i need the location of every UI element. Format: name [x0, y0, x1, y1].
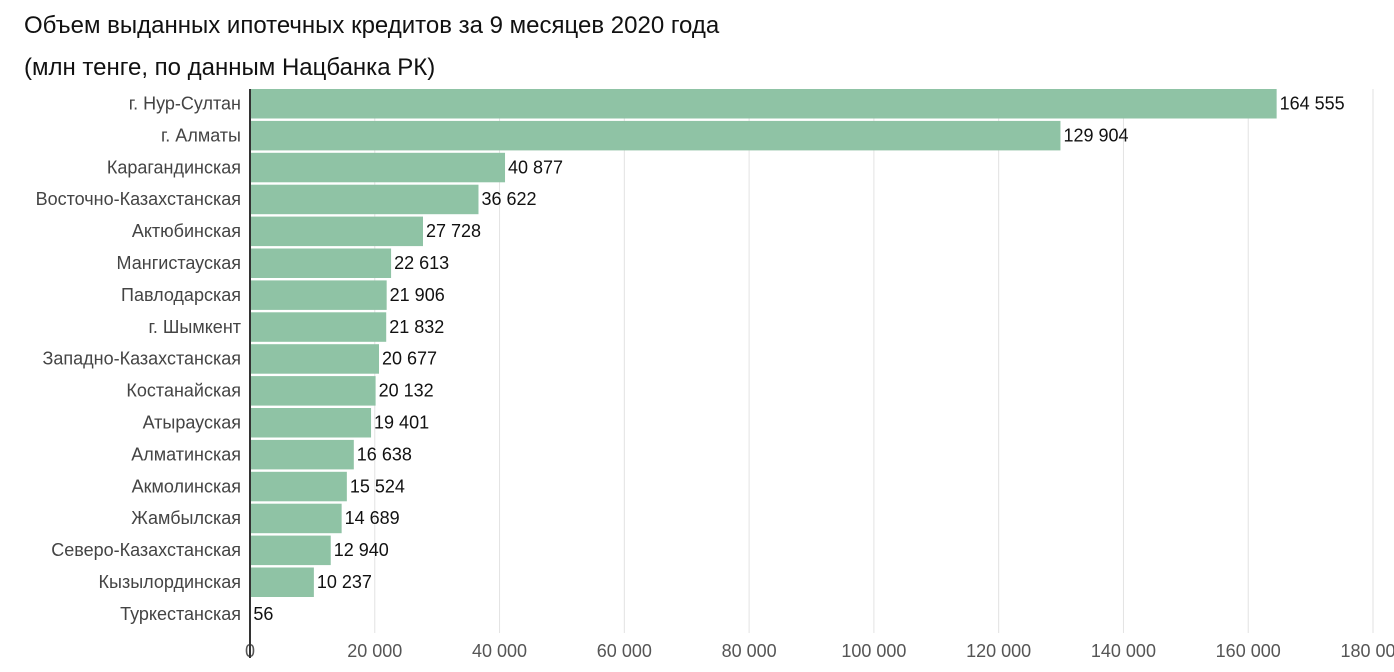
- category-label: Костанайская: [126, 381, 241, 401]
- bar: [250, 89, 1277, 119]
- category-label: г. Шымкент: [149, 317, 241, 337]
- value-label: 20 677: [382, 349, 437, 369]
- value-label: 56: [253, 604, 273, 624]
- category-label: Мангистауская: [117, 253, 241, 273]
- value-label: 27 728: [426, 221, 481, 241]
- category-label: Кызылординская: [99, 572, 241, 592]
- x-tick-label: 60 000: [597, 641, 652, 661]
- x-tick-label: 120 000: [966, 641, 1031, 661]
- bars: [250, 89, 1277, 629]
- value-label: 19 401: [374, 413, 429, 433]
- value-label: 40 877: [508, 157, 563, 177]
- category-label: Акмолинская: [132, 476, 241, 496]
- category-label: Алматинская: [131, 444, 241, 464]
- value-label: 36 622: [481, 189, 536, 209]
- value-label: 12 940: [334, 540, 389, 560]
- bar: [250, 216, 423, 247]
- chart-title: Объем выданных ипотечных кредитов за 9 м…: [24, 12, 720, 39]
- value-label: 10 237: [317, 572, 372, 592]
- value-label: 15 524: [350, 476, 405, 496]
- value-label: 20 132: [379, 381, 434, 401]
- category-label: Северо-Казахстанская: [51, 540, 241, 560]
- bar: [250, 120, 1061, 151]
- category-labels: г. Нур-Султан г. Алматы Карагандинская Вост…: [36, 94, 241, 624]
- bar: [250, 344, 380, 374]
- bar: [250, 535, 331, 566]
- bar: [250, 312, 387, 342]
- category-label: Карагандинская: [107, 157, 241, 177]
- bar: [250, 567, 314, 597]
- value-label: 129 904: [1063, 125, 1128, 145]
- bar: [250, 439, 354, 470]
- bar: [250, 184, 479, 215]
- value-label: 164 555: [1280, 94, 1345, 114]
- bar: [250, 248, 392, 278]
- chart-subtitle: (млн тенге, по данным Нацбанка РК): [24, 54, 436, 81]
- category-label: Актюбинская: [132, 221, 241, 241]
- x-tick-label: 80 000: [722, 641, 777, 661]
- category-label: Восточно-Казахстанская: [36, 189, 241, 209]
- x-tick-label: 180 000: [1340, 641, 1394, 661]
- value-label: 22 613: [394, 253, 449, 273]
- value-label: 14 689: [345, 508, 400, 528]
- bar: [250, 280, 387, 310]
- category-label: Туркестанская: [120, 604, 241, 624]
- bar: [250, 503, 342, 534]
- bar: [250, 408, 372, 438]
- bar: [250, 152, 506, 183]
- category-label: г. Алматы: [161, 125, 241, 145]
- x-tick-label: 140 000: [1091, 641, 1156, 661]
- x-tick-label: 40 000: [472, 641, 527, 661]
- gridlines: [374, 89, 1374, 633]
- value-label: 21 906: [390, 285, 445, 305]
- value-label: 21 832: [389, 317, 444, 337]
- category-label: Атырауская: [143, 413, 241, 433]
- value-label: 16 638: [357, 444, 412, 464]
- x-tick-label: 100 000: [841, 641, 906, 661]
- category-label: Жамбылская: [131, 508, 241, 528]
- x-tick-label: 20 000: [347, 641, 402, 661]
- category-label: Западно-Казахстанская: [43, 349, 241, 369]
- bar: [250, 471, 347, 502]
- category-label: Павлодарская: [121, 285, 241, 305]
- category-label: г. Нур-Султан: [129, 94, 241, 114]
- bar: [250, 376, 376, 406]
- x-tick-label: 160 000: [1216, 641, 1281, 661]
